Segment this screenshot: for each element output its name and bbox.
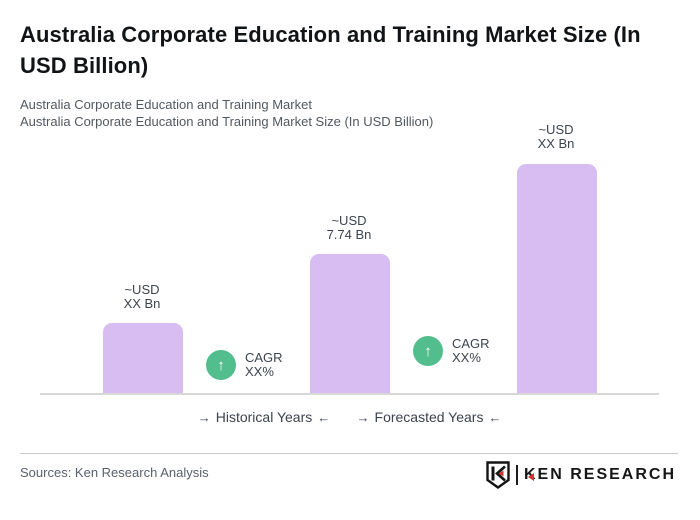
growth-up-arrow-icon: ↑ (424, 342, 432, 360)
footer-divider (20, 453, 678, 454)
bar-forecast (517, 164, 597, 394)
bar-value-line1: ~USD (124, 282, 160, 297)
subtitle-line-1: Australia Corporate Education and Traini… (20, 97, 312, 112)
sources-note: Sources: Ken Research Analysis (20, 465, 209, 480)
cagr-value: XX% (452, 350, 481, 365)
page-title: Australia Corporate Education and Traini… (20, 22, 641, 78)
bar-value-line2: XX Bn (123, 296, 161, 311)
ken-research-logo: KEN RESEARCH (486, 460, 676, 489)
right-arrow-icon: → (356, 410, 370, 425)
cagr-text: CAGR (245, 350, 283, 365)
left-arrow-icon: ← (488, 410, 502, 425)
cagr-label: CAGR XX% (452, 337, 490, 365)
logo-wordmark: KEN RESEARCH (524, 465, 677, 483)
bar-value-label: ~USD 7.74 Bn (279, 214, 419, 242)
cagr-label: CAGR XX% (245, 351, 283, 379)
growth-up-arrow-icon: ↑ (217, 356, 225, 374)
bar-value-line1: ~USD (331, 213, 367, 228)
ken-research-badge-icon (486, 460, 510, 489)
bar-value-line2: 7.74 Bn (326, 227, 372, 242)
left-arrow-icon: ← (317, 410, 331, 425)
bar-value-label: ~USD XX Bn (72, 283, 212, 311)
cagr-text: CAGR (452, 336, 490, 351)
cagr-badge: ↑ (206, 350, 236, 380)
bar-historical (103, 323, 183, 394)
axis-group-label-forecasted: → Forecasted Years ← (339, 409, 519, 426)
cagr-value: XX% (245, 364, 274, 379)
right-arrow-icon: → (197, 410, 211, 425)
logo-separator (516, 464, 518, 485)
chart-subtitle: Australia Corporate Education and Traini… (20, 96, 433, 130)
subtitle-line-2: Australia Corporate Education and Traini… (20, 114, 434, 129)
logo-k-red-triangle-icon (528, 472, 534, 481)
axis-group-text: Historical Years (215, 409, 313, 425)
axis-group-text: Forecasted Years (374, 409, 484, 425)
cagr-badge: ↑ (413, 336, 443, 366)
bar-current (310, 254, 390, 394)
bar-value-label: ~USD XX Bn (486, 123, 626, 151)
bar-value-line1: ~USD (538, 122, 574, 137)
x-axis-line (40, 393, 659, 395)
bar-value-line2: XX Bn (537, 136, 575, 151)
axis-group-label-historical: → Historical Years ← (174, 409, 354, 426)
